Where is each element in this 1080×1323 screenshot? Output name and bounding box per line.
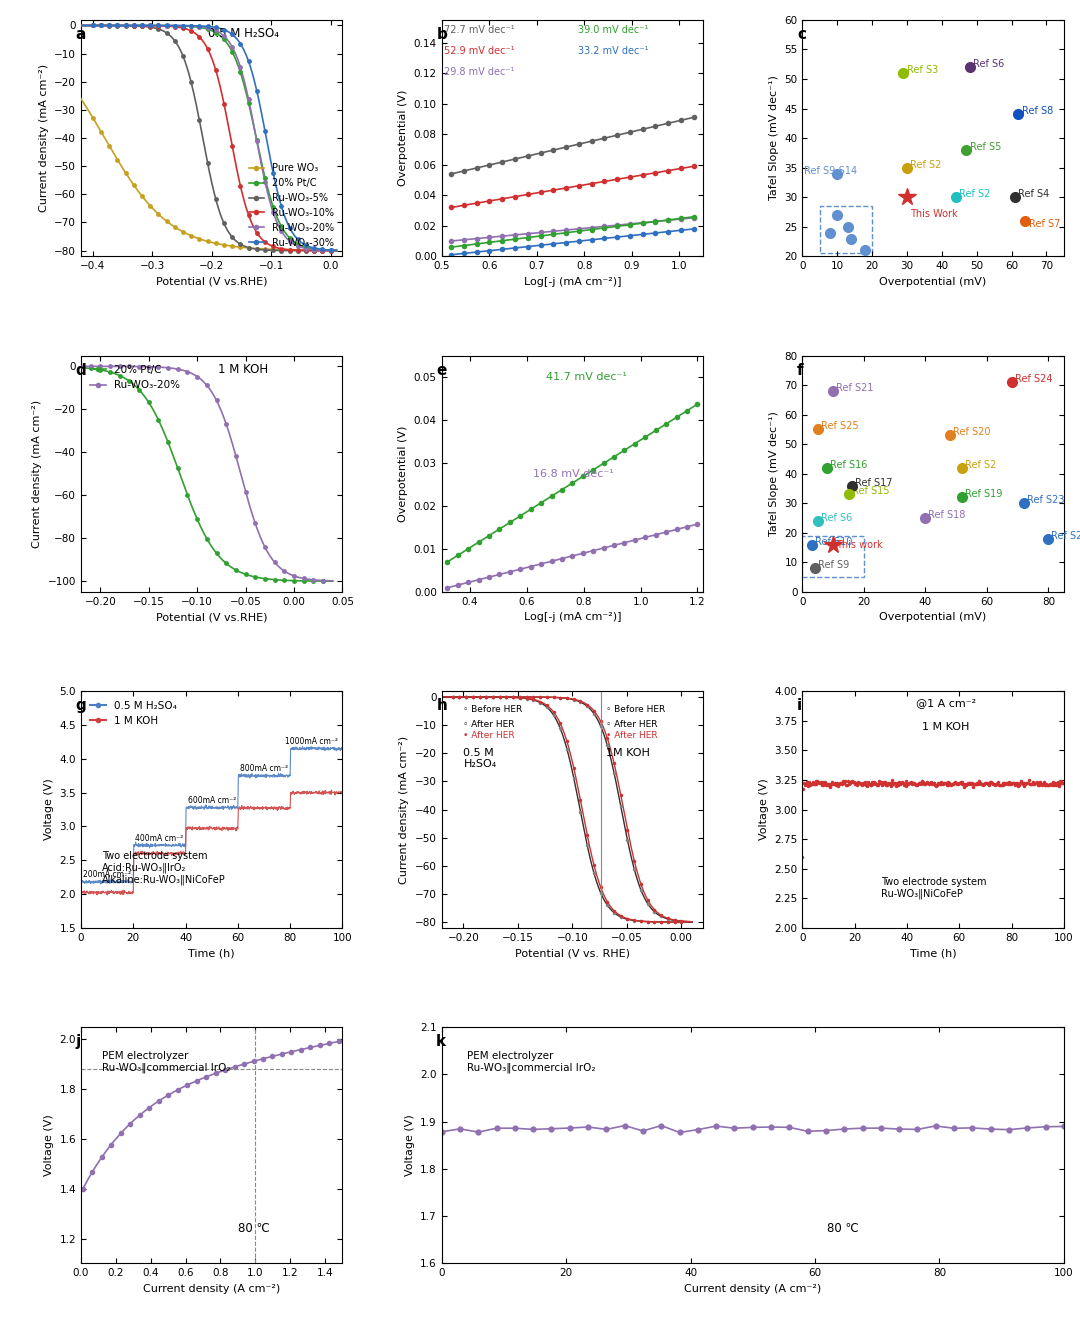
Text: Ref S15: Ref S15: [852, 487, 889, 496]
Text: 1 M KOH: 1 M KOH: [218, 363, 268, 376]
Text: Two electrode system
Ru-WO₃‖NiCoFeP: Two electrode system Ru-WO₃‖NiCoFeP: [881, 877, 986, 900]
Text: • After HER: • After HER: [606, 730, 658, 740]
X-axis label: Time (h): Time (h): [909, 949, 957, 958]
Text: 800mA cm⁻²: 800mA cm⁻²: [240, 763, 288, 773]
Text: b: b: [436, 26, 447, 42]
Text: 200mA cm⁻²: 200mA cm⁻²: [83, 871, 131, 878]
Legend: 0.5 M H₂SO₄, 1 M KOH: 0.5 M H₂SO₄, 1 M KOH: [86, 696, 181, 730]
X-axis label: Log[-j (mA cm⁻²)]: Log[-j (mA cm⁻²)]: [524, 277, 621, 287]
X-axis label: Time (h): Time (h): [188, 949, 235, 958]
Text: Ref S18: Ref S18: [929, 511, 966, 520]
Text: Ref S3: Ref S3: [907, 65, 939, 75]
Text: • After HER: • After HER: [463, 730, 515, 740]
Text: e: e: [436, 363, 447, 377]
Text: Ref S22: Ref S22: [1052, 531, 1080, 541]
Bar: [820, 206, 873, 253]
Y-axis label: Current density (mA cm⁻²): Current density (mA cm⁻²): [400, 736, 409, 884]
Text: 33.2 mV dec⁻¹: 33.2 mV dec⁻¹: [578, 46, 648, 56]
Y-axis label: Overpotential (V): Overpotential (V): [399, 426, 408, 523]
Y-axis label: Overpotential (V): Overpotential (V): [399, 90, 408, 187]
X-axis label: Potential (V vs.RHE): Potential (V vs.RHE): [156, 613, 268, 622]
Text: 72.7 mV dec⁻¹: 72.7 mV dec⁻¹: [444, 25, 515, 34]
Text: 80 ℃: 80 ℃: [827, 1222, 860, 1236]
Text: 1M KOH: 1M KOH: [606, 747, 650, 758]
Text: Ref S21: Ref S21: [836, 384, 874, 393]
Text: 39.0 mV dec⁻¹: 39.0 mV dec⁻¹: [578, 25, 648, 34]
Y-axis label: Tafel Slope (mV dec⁻¹): Tafel Slope (mV dec⁻¹): [769, 75, 779, 201]
Text: 600mA cm⁻²: 600mA cm⁻²: [188, 795, 235, 804]
Text: Two electrode system
Acid:Ru-WO₃‖IrO₂
Alkaline:Ru-WO₃‖NiCoFeP: Two electrode system Acid:Ru-WO₃‖IrO₂ Al…: [102, 851, 226, 885]
Text: Ref S17: Ref S17: [854, 478, 892, 488]
Text: This Work: This Work: [910, 209, 958, 220]
Text: i: i: [797, 699, 802, 713]
Text: Ref S6: Ref S6: [973, 60, 1004, 69]
Text: This work: This work: [836, 540, 882, 549]
Text: ◦ Before HER
◦ After HER: ◦ Before HER ◦ After HER: [606, 705, 665, 729]
Text: Ref S2: Ref S2: [910, 160, 942, 169]
Text: Ref S9-S14: Ref S9-S14: [805, 165, 858, 176]
Text: Ref S7: Ref S7: [1029, 218, 1061, 229]
Text: Ref S19: Ref S19: [966, 490, 1002, 500]
Text: h: h: [436, 699, 447, 713]
X-axis label: Potential (V vs.RHE): Potential (V vs.RHE): [156, 277, 268, 287]
X-axis label: Log[-j (mA cm⁻²)]: Log[-j (mA cm⁻²)]: [524, 613, 621, 622]
Text: Ref S23: Ref S23: [1027, 495, 1065, 505]
Text: Ref S20: Ref S20: [953, 427, 990, 438]
Text: Ref S25: Ref S25: [821, 422, 859, 431]
Y-axis label: Current density (mA cm⁻²): Current density (mA cm⁻²): [32, 400, 42, 548]
Text: Ref S24: Ref S24: [1014, 374, 1052, 384]
Text: ◦ Before HER
◦ After HER: ◦ Before HER ◦ After HER: [463, 705, 523, 729]
Text: 1 M KOH: 1 M KOH: [922, 722, 970, 732]
X-axis label: Potential (V vs. RHE): Potential (V vs. RHE): [515, 949, 630, 958]
Text: Ref S9: Ref S9: [818, 561, 849, 570]
Text: 80 ℃: 80 ℃: [238, 1222, 270, 1236]
X-axis label: Current density (A cm⁻²): Current density (A cm⁻²): [143, 1283, 281, 1294]
Text: g: g: [76, 699, 86, 713]
Text: 400mA cm⁻²: 400mA cm⁻²: [135, 833, 184, 843]
Text: c: c: [797, 26, 806, 42]
Y-axis label: Tafel Slope (mV dec⁻¹): Tafel Slope (mV dec⁻¹): [769, 411, 779, 536]
Text: f: f: [797, 363, 804, 377]
Text: 41.7 mV dec⁻¹: 41.7 mV dec⁻¹: [546, 372, 627, 382]
X-axis label: Overpotential (mV): Overpotential (mV): [879, 277, 987, 287]
Text: k: k: [435, 1035, 446, 1049]
Text: 16.8 mV dec⁻¹: 16.8 mV dec⁻¹: [534, 470, 613, 479]
Y-axis label: Voltage (V): Voltage (V): [405, 1114, 415, 1176]
Text: Ref S2: Ref S2: [959, 189, 990, 200]
Text: Ref S2: Ref S2: [966, 460, 997, 470]
Text: d: d: [76, 363, 86, 377]
Text: a: a: [76, 26, 86, 42]
Y-axis label: Voltage (V): Voltage (V): [44, 1114, 54, 1176]
Legend: Pure WO₃, 20% Pt/C, Ru-WO₃-5%, Ru-WO₃-10%, Ru-WO₃-20%, Ru-WO₃-30%: Pure WO₃, 20% Pt/C, Ru-WO₃-5%, Ru-WO₃-10…: [245, 159, 338, 251]
Text: Ref S5: Ref S5: [970, 142, 1001, 152]
Bar: [802, 536, 864, 577]
Text: 1000mA cm⁻²: 1000mA cm⁻²: [284, 737, 338, 746]
Text: 52.9 mV dec⁻¹: 52.9 mV dec⁻¹: [444, 46, 515, 56]
Y-axis label: Voltage (V): Voltage (V): [759, 779, 769, 840]
Text: 0.5 M H₂SO₄: 0.5 M H₂SO₄: [207, 26, 279, 40]
Text: PEM electrolyzer
Ru-WO₃‖commercial IrO₂: PEM electrolyzer Ru-WO₃‖commercial IrO₂: [467, 1050, 595, 1073]
Text: 0.5 M
H₂SO₄: 0.5 M H₂SO₄: [463, 747, 497, 769]
Text: Ref S10: Ref S10: [814, 537, 852, 546]
Text: j: j: [76, 1035, 81, 1049]
X-axis label: Current density (A cm⁻²): Current density (A cm⁻²): [684, 1283, 822, 1294]
Text: Ref S16: Ref S16: [831, 460, 867, 470]
Y-axis label: Current density (mA cm⁻²): Current density (mA cm⁻²): [39, 64, 49, 212]
Legend: 20% Pt/C, Ru-WO₃-20%: 20% Pt/C, Ru-WO₃-20%: [86, 361, 185, 394]
Text: Ref S4: Ref S4: [1018, 189, 1050, 200]
X-axis label: Overpotential (mV): Overpotential (mV): [879, 613, 987, 622]
Text: PEM electrolyzer
Ru-WO₃‖commercial IrO₂: PEM electrolyzer Ru-WO₃‖commercial IrO₂: [102, 1050, 230, 1073]
Text: Ref S8: Ref S8: [1022, 106, 1053, 116]
Text: Ref S6: Ref S6: [821, 513, 852, 523]
Text: @1 A cm⁻²: @1 A cm⁻²: [916, 699, 976, 708]
Y-axis label: Voltage (V): Voltage (V): [44, 779, 54, 840]
Text: 29.8 mV dec⁻¹: 29.8 mV dec⁻¹: [444, 67, 515, 77]
